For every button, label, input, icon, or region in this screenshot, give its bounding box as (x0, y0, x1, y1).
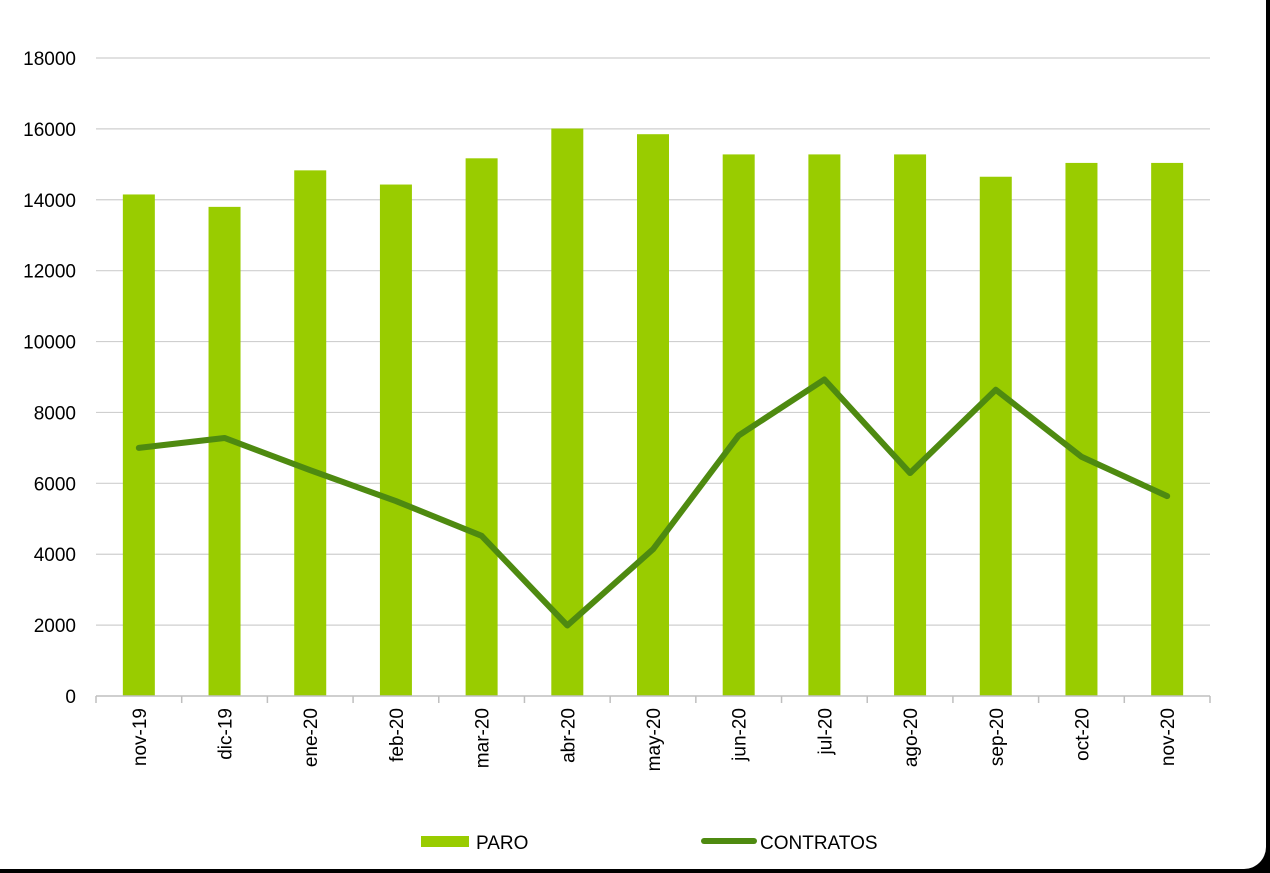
y-tick-label: 12000 (23, 262, 76, 283)
bar-paro (379, 184, 412, 696)
x-tick-label: jun-20 (730, 708, 751, 762)
x-tick-label: dic-19 (216, 708, 237, 760)
bar-paro (465, 158, 498, 696)
x-tick-label: may-20 (644, 708, 665, 771)
y-tick-label: 8000 (34, 403, 76, 424)
bar-paro (637, 134, 669, 696)
legend: PARO CONTRATOS (421, 833, 878, 854)
y-tick-label: 4000 (34, 545, 76, 566)
legend-label-paro: PARO (476, 833, 528, 854)
x-tick-label: jul-20 (815, 708, 836, 755)
x-tick-label: ene-20 (301, 708, 322, 767)
bar-paro (294, 170, 327, 696)
x-axis: nov-19 dic-19 ene-20 feb-20 mar-20 abr-20 may-… (95, 695, 1211, 771)
legend-label-contratos: CONTRATOS (760, 833, 878, 854)
bar-paro (1065, 162, 1098, 697)
x-tick-label: mar-20 (473, 708, 494, 768)
bar-paro (808, 154, 841, 697)
bar-paro (979, 176, 1012, 696)
y-tick-label: 10000 (23, 333, 76, 354)
bars-paro (122, 128, 1184, 697)
y-tick-label: 14000 (23, 191, 76, 212)
x-tick-label: feb-20 (387, 708, 408, 762)
y-tick-label: 2000 (34, 616, 76, 637)
bar-paro (1151, 162, 1184, 697)
x-tick-label: nov-19 (130, 708, 151, 766)
x-tick-label: sep-20 (987, 708, 1008, 766)
bar-paro (551, 128, 584, 697)
y-tick-label: 0 (65, 687, 76, 708)
legend-swatch-paro (421, 836, 469, 847)
bar-paro (894, 154, 927, 697)
x-tick-label: abr-20 (558, 708, 579, 763)
y-axis: 0 2000 4000 6000 8000 10000 12000 14000 16000 180… (23, 49, 76, 708)
x-tick-label: ago-20 (901, 708, 922, 767)
bar-paro (208, 206, 241, 696)
line-contratos (135, 376, 1171, 629)
y-tick-label: 18000 (23, 49, 76, 70)
y-tick-label: 6000 (34, 474, 76, 495)
x-tick-label: nov-20 (1158, 708, 1179, 766)
x-tick-label: oct-20 (1072, 708, 1093, 761)
series-line-contratos (135, 376, 1171, 629)
y-tick-label: 16000 (23, 120, 76, 141)
